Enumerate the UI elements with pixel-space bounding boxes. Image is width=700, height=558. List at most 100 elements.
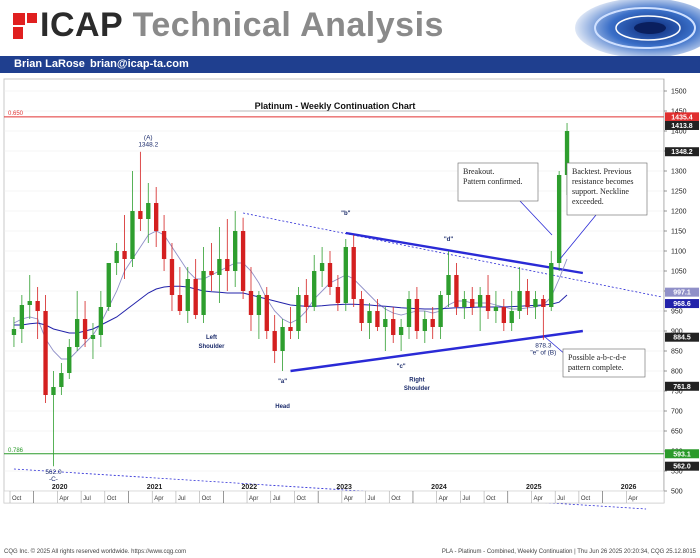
candle-body	[193, 279, 198, 315]
y-tick-label: 1450	[671, 109, 687, 116]
y-tick-label: 800	[671, 369, 683, 376]
candle-body	[359, 299, 364, 323]
candle-body	[509, 311, 514, 323]
pattern-annotation: Head	[275, 404, 290, 410]
callout-box	[566, 162, 648, 216]
candle-body	[146, 203, 151, 219]
x-year-label: 2021	[147, 484, 163, 491]
pivot-label: 878.3	[535, 343, 552, 350]
y-tick-label: 1500	[671, 89, 687, 96]
x-tick-label: Oct	[202, 496, 212, 502]
candle-body	[422, 319, 427, 331]
candle-body	[248, 291, 254, 315]
author-bar: Brian LaRose brian@icap-ta.com	[0, 56, 700, 73]
candle-body	[225, 259, 230, 271]
swirl-logo-icon	[575, 0, 700, 56]
callout-text: Breakout.	[463, 167, 494, 176]
price-tag-box	[665, 120, 699, 130]
price-tag-box	[665, 461, 699, 471]
footer-copyright: CQG Inc. © 2025 All rights reserved worl…	[4, 549, 187, 555]
price-tag-box	[665, 112, 699, 122]
x-tick-label: Oct	[12, 496, 22, 502]
x-tick-label: Oct	[107, 496, 117, 502]
candle-body	[43, 311, 48, 395]
price-tag-box	[665, 287, 699, 297]
x-tick-label: Oct	[296, 496, 306, 502]
fib-level-label: 0.650	[8, 111, 24, 117]
candle-body	[319, 263, 325, 271]
y-tick-label: 1250	[671, 189, 687, 196]
candle-body	[485, 295, 491, 311]
candle-body	[430, 319, 435, 327]
price-tag-label: 593.1	[673, 451, 691, 458]
price-tag-box	[665, 449, 699, 459]
x-tick-label: Apr	[249, 496, 258, 502]
candle-body	[59, 373, 64, 387]
candle-body	[19, 305, 25, 329]
candle-body	[343, 247, 348, 303]
candle-body	[161, 231, 167, 259]
y-tick-label: 1300	[671, 169, 687, 176]
pattern-annotation: Shoulder	[404, 386, 431, 392]
x-tick-label: Oct	[391, 496, 401, 502]
candle-body	[82, 319, 88, 339]
y-tick-label: 650	[671, 429, 683, 436]
candle-body	[335, 287, 341, 303]
callout-box	[457, 162, 539, 202]
header: ICAP Technical Analysis	[0, 0, 700, 56]
candle-body	[185, 279, 190, 311]
pivot-sublabel: 1348.2	[138, 142, 158, 149]
pivot-sublabel: -C-	[49, 476, 58, 483]
x-tick-label: Apr	[344, 496, 353, 502]
price-tag-box	[665, 299, 699, 309]
candle-body	[351, 247, 356, 299]
candle-body	[74, 319, 80, 347]
candle-body	[327, 263, 333, 287]
candle-body	[288, 327, 293, 331]
y-tick-label: 750	[671, 389, 683, 396]
x-axis-band	[3, 490, 665, 504]
x-year-label: 2024	[431, 484, 447, 491]
candle-body	[517, 291, 522, 311]
y-tick-label: 1050	[671, 269, 687, 276]
y-tick-label: 550	[671, 469, 683, 476]
x-tick-label: Jul	[83, 496, 91, 502]
pattern-annotation: Right	[409, 377, 424, 383]
candle-body	[27, 301, 32, 305]
x-tick-label: Apr	[533, 496, 542, 502]
y-tick-label: 1100	[671, 249, 686, 256]
chart-title: Platinum - Weekly Continuation Chart	[255, 101, 416, 111]
candle-body	[454, 275, 459, 307]
candle-body	[130, 211, 135, 259]
candle-body	[477, 295, 483, 307]
candle-body	[138, 211, 143, 219]
candle-body	[304, 295, 309, 307]
candle-body	[541, 299, 546, 307]
x-tick-label: Oct	[486, 496, 496, 502]
x-year-label: 2022	[242, 484, 258, 491]
callout-text: Pattern confirmed.	[463, 177, 523, 186]
trendline-long-support	[13, 468, 647, 510]
pivot-label: 562.0	[45, 469, 62, 476]
author-name: Brian LaRose	[14, 58, 85, 70]
candle-body	[533, 299, 538, 307]
candle-body	[391, 319, 396, 335]
candle-body	[35, 301, 40, 311]
x-tick-label: Jul	[557, 496, 565, 502]
price-tag-label: 562.0	[673, 464, 691, 471]
candle-body	[67, 347, 72, 373]
candle-body	[438, 295, 443, 327]
pattern-annotation: "d"	[444, 237, 454, 243]
brand-icap: ICAP	[40, 6, 123, 44]
candle-body	[493, 307, 499, 311]
callout-text: Possible a-b-c-d-e	[568, 353, 626, 362]
footer-symbol-info: PLA - Platinum - Combined, Weekly Contin…	[441, 549, 696, 555]
pattern-annotation: "c"	[397, 364, 406, 370]
icap-logo-icon	[13, 13, 37, 39]
price-tag-box	[665, 147, 699, 157]
author-email[interactable]: brian@icap-ta.com	[90, 58, 189, 70]
candle-body	[114, 251, 119, 263]
candle-body	[106, 263, 111, 307]
callout-text: support. Neckline	[572, 187, 629, 196]
pattern-annotation: "a"	[278, 379, 287, 385]
